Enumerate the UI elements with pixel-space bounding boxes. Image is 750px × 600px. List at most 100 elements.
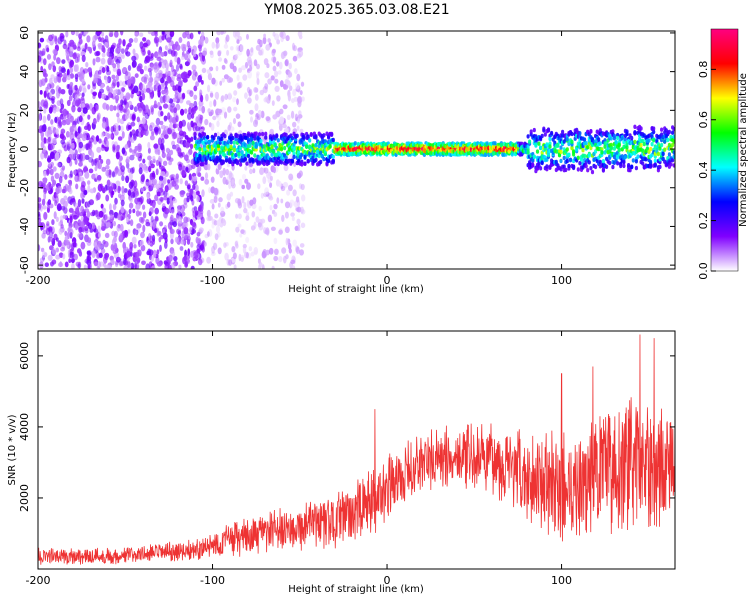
spectrogram-noise-cell <box>163 195 168 201</box>
spectrogram-noise-cell <box>164 45 168 51</box>
spectrogram-noise-cell <box>48 106 53 114</box>
spectrogram-noise-cell <box>121 147 126 155</box>
spectrogram-noise-cell <box>263 33 266 38</box>
spectrogram-noise-cell <box>97 261 101 269</box>
spectrogram-noise-cell <box>127 229 131 234</box>
spectrogram-echo-cell <box>261 131 265 137</box>
spectrogram-noise-cell <box>90 151 95 159</box>
spectrogram-y-tick-label: -40 <box>18 217 31 235</box>
spectrogram-noise-cell <box>229 191 234 197</box>
spectrogram-noise-cell <box>280 185 286 192</box>
spectrogram-noise-cell <box>46 47 50 53</box>
spectrogram-echo-cell <box>539 166 543 171</box>
spectrogram-noise-cell <box>288 173 294 181</box>
spectrogram-noise-cell <box>57 240 62 248</box>
spectrogram-noise-cell <box>221 31 227 35</box>
spectrogram-noise-cell <box>131 113 136 120</box>
spectrogram-noise-cell <box>41 232 46 239</box>
spectrogram-noise-cell <box>227 106 232 113</box>
spectrogram-noise-cell <box>80 96 85 101</box>
spectrogram-noise-cell <box>264 96 270 103</box>
spectrogram-echo-cell <box>617 142 621 147</box>
spectrogram-echo-cell <box>572 152 576 157</box>
spectrogram-echo-cell <box>218 154 222 160</box>
spectrogram-noise-cell <box>207 108 211 114</box>
spectrogram-noise-cell <box>152 238 156 245</box>
spectrogram-noise-cell <box>44 129 50 137</box>
spectrogram-noise-cell <box>83 31 88 36</box>
spectrogram-noise-cell <box>96 244 101 251</box>
spectrogram-noise-cell <box>253 119 258 128</box>
spectrogram-noise-cell <box>147 31 152 35</box>
spectrogram-noise-cell <box>151 131 155 137</box>
spectrogram-echo-cell <box>672 127 675 132</box>
spectrogram-echo-cell <box>630 164 634 170</box>
spectrogram-noise-cell <box>272 114 278 120</box>
spectrogram-echo-cell <box>587 153 591 158</box>
spectrogram-noise-cell <box>170 102 175 108</box>
spectrogram-noise-cell <box>186 184 191 190</box>
spectrogram-noise-cell <box>250 116 253 123</box>
spectrogram-noise-cell <box>163 134 169 139</box>
spectrogram-noise-cell <box>112 244 118 251</box>
spectrogram-noise-cell <box>76 116 80 125</box>
spectrogram-noise-cell <box>75 31 79 37</box>
spectrogram-noise-cell <box>68 95 73 102</box>
spectrogram-noise-cell <box>238 67 243 73</box>
spectrogram-noise-cell <box>179 152 184 159</box>
spectrogram-noise-cell <box>270 75 275 81</box>
colorbar-tick-label: 0.2 <box>697 212 710 230</box>
spectrogram-noise-cell <box>58 221 62 227</box>
spectrogram-noise-cell <box>50 119 54 125</box>
spectrogram-noise-cell <box>62 253 66 260</box>
spectrogram-noise-cell <box>133 85 139 94</box>
spectrogram-noise-cell <box>274 33 280 41</box>
spectrogram-noise-cell <box>113 105 117 111</box>
spectrogram-noise-cell <box>122 39 126 47</box>
spectrogram-noise-cell <box>211 41 216 49</box>
spectrogram-noise-cell <box>113 221 116 227</box>
spectrogram-noise-cell <box>272 65 277 72</box>
spectrogram-noise-cell <box>112 63 117 69</box>
spectrogram-noise-cell <box>84 103 90 109</box>
spectrogram-noise-cell <box>173 256 178 262</box>
spectrogram-echo-cell <box>331 137 335 143</box>
spectrogram-echo-cell <box>240 150 244 155</box>
spectrogram-echo-cell <box>570 131 574 137</box>
spectrogram-noise-cell <box>186 232 191 238</box>
spectrogram-noise-cell <box>58 176 63 184</box>
spectrogram-noise-cell <box>134 145 139 151</box>
spectrogram-noise-cell <box>126 44 130 50</box>
spectrogram-noise-cell <box>56 203 62 212</box>
spectrogram-noise-cell <box>293 45 297 52</box>
spectrogram-echo-cell <box>279 147 284 152</box>
spectrogram-noise-cell <box>156 191 161 197</box>
spectrogram-noise-cell <box>148 186 152 192</box>
spectrogram-noise-cell <box>177 223 182 230</box>
spectrogram-noise-cell <box>201 80 204 85</box>
spectrogram-echo-cell <box>207 140 211 145</box>
spectrogram-noise-cell <box>129 148 133 153</box>
spectrogram-noise-cell <box>129 154 135 161</box>
spectrogram-noise-cell <box>63 200 68 208</box>
spectrogram-echo-cell <box>656 151 661 157</box>
spectrogram-noise-cell <box>181 170 186 177</box>
spectrogram-noise-cell <box>81 92 85 98</box>
spectrogram-noise-cell <box>54 116 58 123</box>
spectrogram-noise-cell <box>81 78 86 85</box>
spectrogram-echo-cell <box>314 157 318 163</box>
spectrogram-echo-cell <box>270 144 274 150</box>
spectrogram-noise-cell <box>41 124 47 133</box>
spectrogram-noise-cell <box>98 261 104 267</box>
spectrogram-noise-cell <box>42 115 47 124</box>
spectrogram-noise-cell <box>299 249 304 256</box>
spectrogram-echo-cell <box>319 150 323 155</box>
spectrogram-echo-cell <box>644 157 648 162</box>
spectrogram-noise-cell <box>203 241 207 247</box>
spectrogram-echo-cell <box>248 143 252 148</box>
spectrogram-noise-cell <box>163 225 167 230</box>
spectrogram-noise-cell <box>163 51 168 57</box>
spectrogram-noise-cell <box>119 223 124 232</box>
spectrogram-noise-cell <box>183 108 188 114</box>
